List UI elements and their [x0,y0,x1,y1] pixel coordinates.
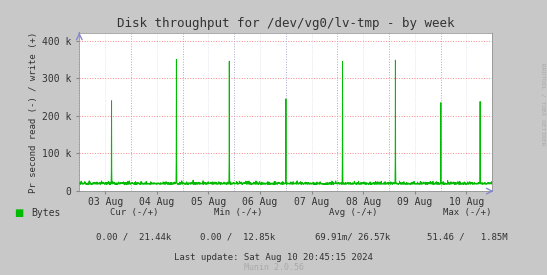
Text: 0.00 /  21.44k: 0.00 / 21.44k [96,232,172,241]
Text: 0.00 /  12.85k: 0.00 / 12.85k [200,232,276,241]
Text: Munin 2.0.56: Munin 2.0.56 [243,263,304,272]
Text: Max (-/+): Max (-/+) [444,208,492,217]
Text: Min (-/+): Min (-/+) [214,208,262,217]
Text: ■: ■ [14,208,23,218]
Text: 69.91m/ 26.57k: 69.91m/ 26.57k [315,232,391,241]
Text: Bytes: Bytes [31,208,61,218]
Text: Cur (-/+): Cur (-/+) [110,208,158,217]
Text: Last update: Sat Aug 10 20:45:15 2024: Last update: Sat Aug 10 20:45:15 2024 [174,253,373,262]
Text: Avg (-/+): Avg (-/+) [329,208,377,217]
Text: 51.46 /   1.85M: 51.46 / 1.85M [427,232,508,241]
Text: RRDTOOL / TOBI OETIKER: RRDTOOL / TOBI OETIKER [541,63,546,146]
Y-axis label: Pr second read (-) / write (+): Pr second read (-) / write (+) [29,31,38,193]
Title: Disk throughput for /dev/vg0/lv-tmp - by week: Disk throughput for /dev/vg0/lv-tmp - by… [117,17,455,31]
